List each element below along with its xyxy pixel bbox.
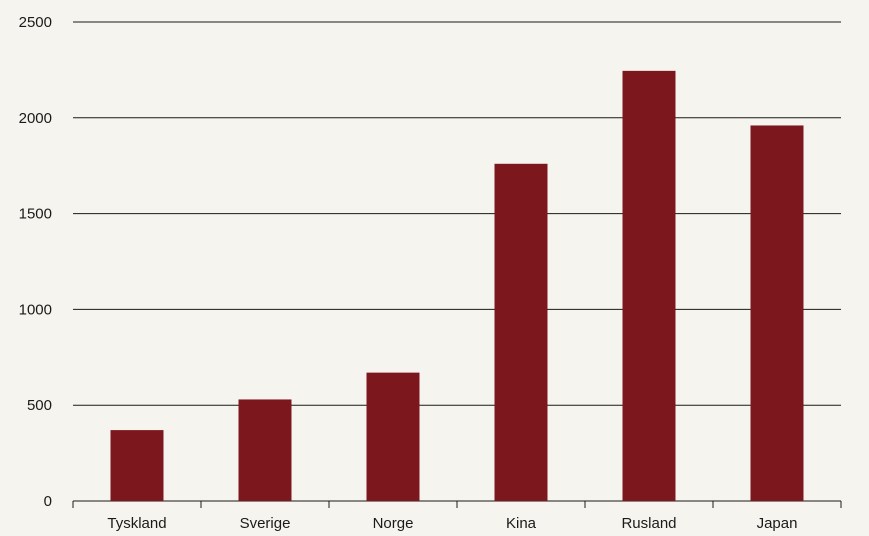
bars: [110, 70, 804, 502]
x-axis-category-labels: Tyskland Sverige Norge Kina Rusland Japan: [107, 515, 797, 532]
gridlines: [73, 21, 841, 502]
x-category-label: Japan: [757, 515, 798, 532]
y-axis-tick-labels: 0 500 1000 1500 2000 2500: [19, 14, 52, 510]
y-tick-label: 0: [44, 493, 52, 510]
bar-japan: [750, 125, 804, 502]
bar-tyskland: [110, 430, 164, 501]
y-tick-label: 500: [27, 397, 52, 414]
x-axis: [72, 501, 842, 508]
y-tick-label: 2500: [19, 14, 52, 31]
x-category-label: Sverige: [240, 515, 291, 532]
x-category-label: Norge: [373, 515, 414, 532]
y-tick-label: 1000: [19, 301, 52, 318]
bar-rusland: [622, 70, 676, 501]
x-category-label: Rusland: [621, 515, 676, 532]
bar-norge: [366, 372, 420, 501]
x-category-label: Kina: [506, 515, 537, 532]
x-category-label: Tyskland: [107, 515, 166, 532]
y-tick-label: 2000: [19, 110, 52, 127]
bar-kina: [494, 163, 548, 501]
y-tick-label: 1500: [19, 206, 52, 223]
bar-sverige: [238, 399, 292, 501]
